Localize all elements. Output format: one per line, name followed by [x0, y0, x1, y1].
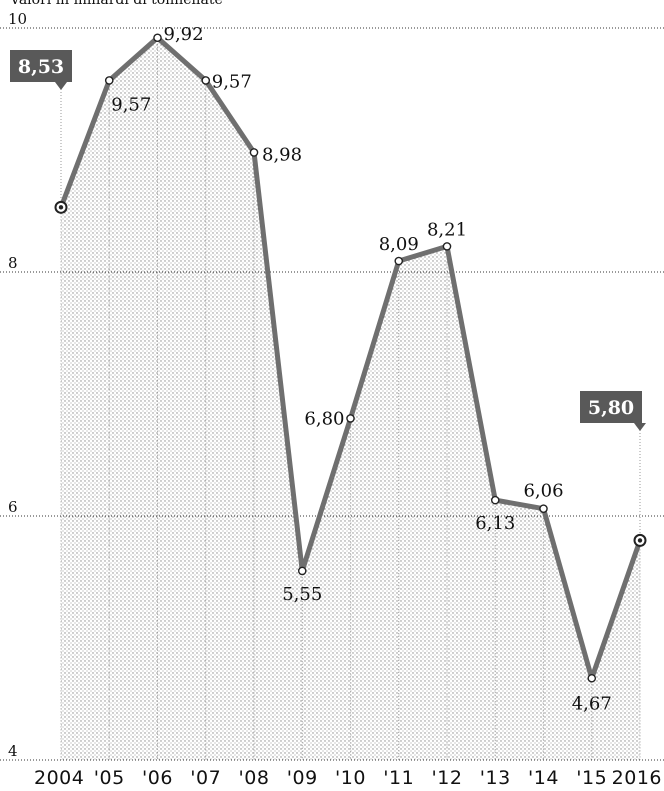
x-tick-label: '07 [190, 767, 221, 789]
data-label: 9,57 [212, 71, 252, 92]
callout-pointer [634, 423, 646, 431]
data-point [442, 242, 452, 251]
data-label: 9,92 [164, 24, 204, 45]
chart-subtitle: Valori in miliardi di tonnellate [9, 0, 223, 8]
data-point [539, 504, 548, 513]
data-point [587, 673, 597, 683]
data-label: 6,80 [304, 408, 344, 429]
x-tick-label: '08 [239, 767, 270, 789]
y-tick-label: 4 [8, 742, 18, 760]
y-tick-label: 10 [8, 10, 27, 28]
x-tick-label: '09 [287, 767, 318, 789]
callout-pointer [55, 82, 67, 90]
y-tick-label: 8 [8, 254, 18, 272]
data-point [394, 256, 404, 266]
x-tick-label: '14 [528, 767, 559, 789]
x-tick-label: '05 [94, 767, 125, 789]
x-tick-label: '10 [335, 767, 366, 789]
highlight-point-center [637, 538, 643, 543]
data-point [201, 76, 211, 85]
callout-label: 8,53 [18, 56, 64, 78]
highlight-point-center [58, 205, 64, 210]
data-point [297, 566, 307, 576]
data-point [153, 33, 162, 43]
x-tick-label: 2004 [34, 767, 84, 789]
data-label: 5,55 [282, 584, 322, 605]
data-point [104, 76, 114, 85]
x-tick-label: '13 [480, 767, 511, 789]
data-label: 4,67 [572, 693, 612, 714]
data-label: 6,06 [523, 481, 563, 502]
x-tick-label: '15 [576, 767, 607, 789]
callout-box [10, 50, 72, 82]
data-label: 8,09 [379, 234, 419, 255]
area-fill [61, 37, 640, 760]
x-tick-label: '11 [383, 767, 414, 789]
data-point [490, 495, 500, 505]
data-label: 8,21 [427, 219, 467, 240]
y-tick-label: 6 [8, 498, 18, 516]
data-point [346, 414, 355, 423]
data-label: 8,98 [262, 144, 302, 165]
x-tick-label: 2016 [612, 767, 662, 789]
callout-box [580, 391, 642, 423]
x-tick-label: '06 [142, 767, 173, 789]
callout-label: 5,80 [588, 397, 634, 419]
x-tick-label: '12 [432, 767, 463, 789]
data-point [249, 148, 259, 157]
data-label: 9,57 [111, 94, 151, 115]
data-label: 6,13 [475, 513, 515, 534]
